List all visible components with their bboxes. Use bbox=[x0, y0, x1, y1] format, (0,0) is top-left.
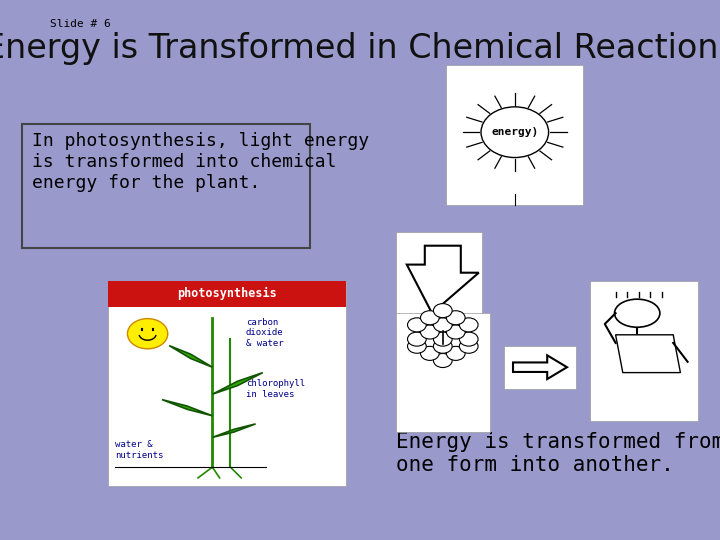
Text: water &
nutrients: water & nutrients bbox=[115, 440, 163, 460]
Circle shape bbox=[446, 310, 465, 325]
Circle shape bbox=[446, 346, 465, 360]
FancyBboxPatch shape bbox=[22, 124, 310, 248]
Circle shape bbox=[459, 318, 478, 332]
Polygon shape bbox=[169, 346, 212, 367]
Circle shape bbox=[408, 339, 426, 353]
Text: photosynthesis: photosynthesis bbox=[177, 287, 276, 300]
FancyBboxPatch shape bbox=[504, 346, 576, 389]
Circle shape bbox=[408, 318, 426, 332]
Text: carbon
dioxide
& water: carbon dioxide & water bbox=[246, 318, 284, 348]
FancyBboxPatch shape bbox=[446, 65, 583, 205]
Polygon shape bbox=[407, 246, 479, 313]
Circle shape bbox=[433, 303, 452, 318]
FancyBboxPatch shape bbox=[590, 281, 698, 421]
Circle shape bbox=[127, 319, 168, 349]
Text: chlorophyll
in leaves: chlorophyll in leaves bbox=[246, 379, 305, 399]
Circle shape bbox=[459, 332, 478, 346]
Polygon shape bbox=[162, 400, 212, 416]
Text: Slide # 6: Slide # 6 bbox=[50, 19, 111, 29]
Text: Energy is Transformed in Chemical Reactions: Energy is Transformed in Chemical Reacti… bbox=[0, 32, 720, 65]
Text: Energy is transformed from
one form into another.: Energy is transformed from one form into… bbox=[396, 432, 720, 475]
Circle shape bbox=[433, 332, 452, 346]
Polygon shape bbox=[513, 355, 567, 379]
Polygon shape bbox=[212, 373, 263, 394]
Circle shape bbox=[433, 318, 452, 332]
Circle shape bbox=[446, 325, 465, 339]
Circle shape bbox=[420, 310, 439, 325]
Circle shape bbox=[420, 325, 439, 339]
Circle shape bbox=[459, 339, 478, 353]
Circle shape bbox=[433, 339, 452, 353]
Ellipse shape bbox=[615, 299, 660, 327]
Text: energy): energy) bbox=[491, 127, 539, 137]
FancyBboxPatch shape bbox=[108, 281, 346, 486]
Circle shape bbox=[420, 346, 439, 360]
Text: In photosynthesis, light energy
is transformed into chemical
energy for the plan: In photosynthesis, light energy is trans… bbox=[32, 132, 369, 192]
FancyBboxPatch shape bbox=[108, 281, 346, 307]
Circle shape bbox=[481, 107, 549, 158]
FancyBboxPatch shape bbox=[396, 313, 490, 432]
Circle shape bbox=[408, 332, 426, 346]
Polygon shape bbox=[212, 424, 256, 437]
FancyBboxPatch shape bbox=[396, 232, 482, 324]
Polygon shape bbox=[616, 335, 680, 373]
Circle shape bbox=[433, 354, 452, 368]
